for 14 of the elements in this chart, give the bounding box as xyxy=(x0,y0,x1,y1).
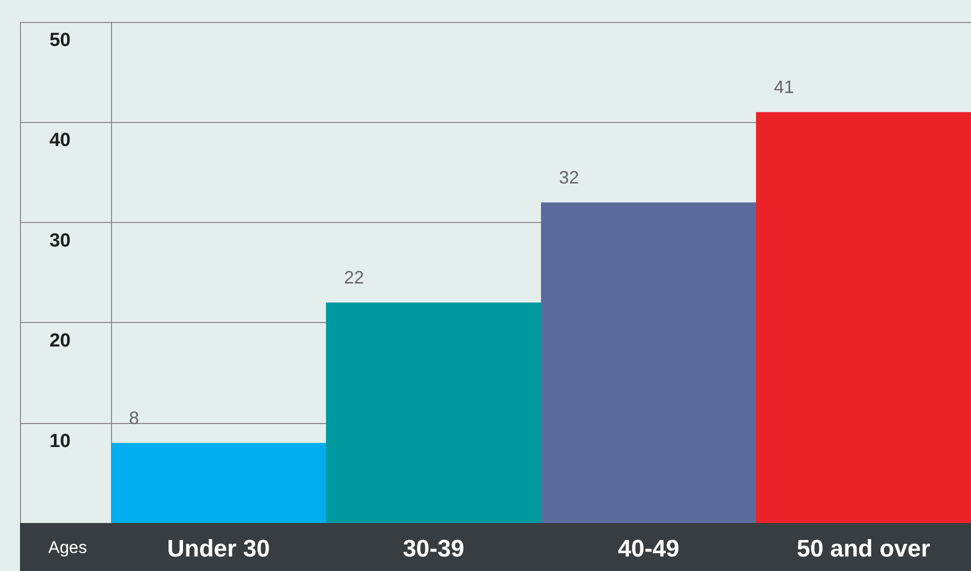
x-tick-label: 50 and over xyxy=(796,536,930,562)
data-label: 8 xyxy=(129,408,140,428)
x-axis-title: Ages xyxy=(48,538,87,557)
data-label: 32 xyxy=(559,167,580,188)
data-label: 22 xyxy=(344,268,364,288)
x-tick-label: 40-49 xyxy=(618,536,680,562)
x-tick-label: 30-39 xyxy=(402,536,464,562)
data-label: 41 xyxy=(774,77,794,98)
y-tick-label: 30 xyxy=(49,230,71,252)
y-tick-label: 50 xyxy=(49,30,71,51)
y-tick-label: 40 xyxy=(49,130,71,152)
y-tick-label: 20 xyxy=(49,330,71,352)
y-tick-label: 10 xyxy=(49,430,71,452)
x-tick-label: Under 30 xyxy=(167,536,270,562)
